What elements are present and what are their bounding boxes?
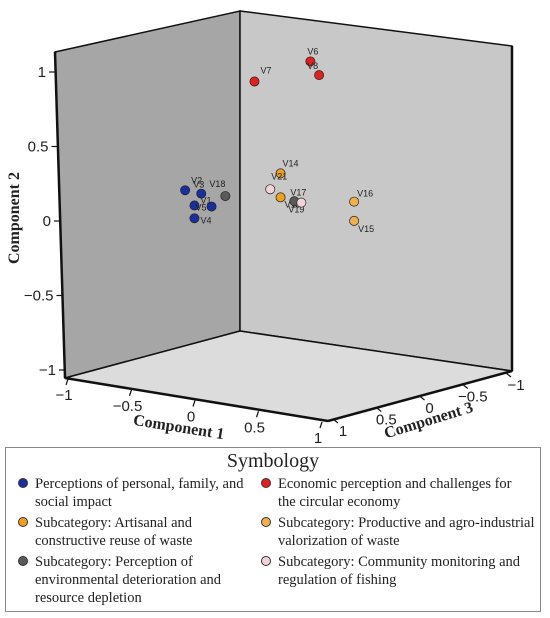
component-3-tick-mark bbox=[375, 407, 382, 412]
legend-dot-red bbox=[261, 478, 271, 488]
point-v7 bbox=[249, 76, 260, 87]
point-v13 bbox=[275, 192, 286, 203]
point-v16 bbox=[349, 196, 360, 207]
point-label-v4: V4 bbox=[200, 215, 211, 225]
component-1-ticks: −1 −0.5 0 0.5 1 bbox=[55, 378, 323, 445]
legend-item-label: Economic perception and challenges for t… bbox=[278, 476, 512, 510]
component-3-tick-label: −0.5 bbox=[458, 389, 488, 406]
component-1-tick-label: 0 bbox=[187, 409, 195, 426]
legend-item-personal-impact: Perceptions of personal, family, and soc… bbox=[18, 475, 258, 511]
component-2-ticks: −1 −0.5 0 0.5 1 bbox=[24, 64, 65, 379]
point-v21 bbox=[265, 184, 276, 195]
legend-dot-gray bbox=[18, 556, 28, 566]
point-label-v14: V14 bbox=[283, 158, 299, 168]
component-2-tick-label: 0.5 bbox=[28, 139, 49, 156]
point-v17 bbox=[296, 197, 307, 208]
legend-item-productive-valorization: Subcategory: Productive and agro-industr… bbox=[261, 514, 541, 550]
point-label-v5: V5 bbox=[196, 203, 207, 213]
data-points: V1V2V3V4V5V6V7V8V13V14V15V16V18V19V17V21 bbox=[180, 46, 374, 234]
component-3-tick-label: 1 bbox=[339, 423, 347, 440]
legend-item-label: Subcategory: Productive and agro-industr… bbox=[278, 515, 535, 549]
component-1-axis-title: Component 1 bbox=[132, 412, 226, 443]
legend-dot-orange bbox=[18, 517, 28, 527]
frame-edge bbox=[53, 51, 67, 379]
component-1-tick-mark bbox=[255, 411, 260, 418]
legend-dot-blue bbox=[18, 478, 28, 488]
point-label-v1: V1 bbox=[200, 195, 211, 205]
component-1-tick-mark bbox=[319, 421, 323, 429]
point-v4 bbox=[189, 213, 200, 224]
legend-item-label: Subcategory: Community monitoring and re… bbox=[278, 554, 521, 588]
component-1-tick-label: 0.5 bbox=[244, 419, 265, 436]
point-label-v8: V8 bbox=[307, 61, 318, 71]
component-3-tick-label: 0 bbox=[425, 400, 433, 417]
point-label-v6: V6 bbox=[307, 46, 318, 56]
component-1-tick-mark bbox=[128, 389, 133, 396]
point-label-v2: V2 bbox=[191, 175, 202, 185]
legend-item-artisanal-reuse: Subcategory: Artisanal and constructive … bbox=[18, 514, 258, 550]
component-3-tick-label: 0.5 bbox=[376, 412, 397, 429]
point-label-v19: V19 bbox=[288, 204, 304, 214]
point-v1 bbox=[189, 200, 200, 211]
component-2-tick-label: 0 bbox=[43, 213, 51, 230]
component-2-tick-label: 1 bbox=[38, 64, 46, 81]
point-v5 bbox=[206, 201, 217, 212]
point-v18 bbox=[220, 191, 231, 201]
side-wall-pane bbox=[239, 10, 513, 372]
legend-dot-light-orange bbox=[261, 517, 271, 527]
component-3-tick-mark bbox=[462, 384, 469, 389]
point-v3 bbox=[196, 188, 207, 199]
point-v8 bbox=[314, 70, 325, 81]
component-1-tick-label: −0.5 bbox=[113, 398, 143, 415]
point-v6 bbox=[305, 56, 316, 67]
point-label-v7: V7 bbox=[261, 66, 272, 76]
component-1-tick-mark bbox=[65, 378, 69, 386]
component-3-tick-label: −1 bbox=[507, 377, 524, 394]
component-1-tick-label: 1 bbox=[314, 430, 322, 445]
component-3-tick-mark bbox=[332, 418, 339, 424]
component-2-tick-label: −0.5 bbox=[24, 288, 54, 305]
legend-item-community-monitoring: Subcategory: Community monitoring and re… bbox=[261, 553, 531, 589]
frame-edge bbox=[64, 376, 329, 423]
component-3-tick-mark bbox=[505, 372, 512, 378]
point-v15 bbox=[349, 215, 360, 226]
component-1-tick-mark bbox=[192, 400, 196, 407]
legend-item-environmental-deterioration: Subcategory: Perception of environmental… bbox=[18, 553, 258, 607]
legend-item-label: Perceptions of personal, family, and soc… bbox=[35, 476, 244, 510]
legend-item-label: Subcategory: Perception of environmental… bbox=[35, 554, 222, 606]
point-label-v16: V16 bbox=[357, 189, 373, 199]
component-3-tick-mark bbox=[419, 395, 425, 401]
legend-item-label: Subcategory: Artisanal and constructive … bbox=[35, 515, 193, 549]
scatter-3d-plot: −1 −0.5 0 0.5 1 −1 −0.5 0 0.5 1 1 0.5 0 −0.5 −1 Comp… bbox=[6, 10, 525, 445]
legend-dot-pink bbox=[261, 556, 271, 566]
point-label-v17: V17 bbox=[290, 188, 306, 198]
point-v14 bbox=[275, 168, 286, 179]
legend-title: Symbology bbox=[226, 450, 320, 472]
legend: Symbology Perceptions of personal, famil… bbox=[5, 447, 541, 612]
component-1-tick-label: −1 bbox=[55, 387, 72, 404]
point-label-v3: V3 bbox=[193, 180, 204, 190]
point-label-v21: V21 bbox=[271, 171, 287, 181]
point-label-v18: V18 bbox=[209, 179, 225, 189]
component-2-tick-label: −1 bbox=[39, 362, 56, 379]
component-2-axis-title: Component 2 bbox=[6, 172, 23, 264]
legend-item-economic-perception: Economic perception and challenges for t… bbox=[261, 475, 531, 511]
point-label-v15: V15 bbox=[358, 224, 374, 234]
component-3-ticks: 1 0.5 0 −0.5 −1 bbox=[332, 372, 525, 440]
point-v2 bbox=[180, 185, 191, 196]
back-wall-pane bbox=[54, 10, 241, 379]
